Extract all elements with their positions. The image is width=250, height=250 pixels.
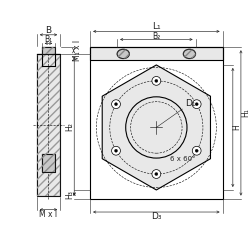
- Circle shape: [192, 100, 201, 108]
- Polygon shape: [42, 47, 55, 54]
- Ellipse shape: [117, 49, 130, 58]
- Text: H₁: H₁: [241, 109, 250, 118]
- Text: B₁: B₁: [44, 36, 52, 44]
- Polygon shape: [42, 154, 55, 172]
- Text: H: H: [232, 124, 241, 130]
- Text: L₁: L₁: [152, 22, 161, 32]
- Circle shape: [112, 146, 120, 155]
- Text: 6 x 60°: 6 x 60°: [170, 156, 196, 162]
- Polygon shape: [37, 54, 60, 196]
- Text: H₃: H₃: [65, 190, 74, 199]
- Ellipse shape: [183, 49, 196, 58]
- Text: H₂: H₂: [65, 122, 74, 131]
- Polygon shape: [102, 65, 210, 190]
- Circle shape: [195, 149, 198, 152]
- Circle shape: [192, 146, 201, 155]
- Text: M₁ x l: M₁ x l: [73, 40, 82, 61]
- Circle shape: [152, 76, 161, 85]
- Text: M x l: M x l: [40, 210, 58, 219]
- Circle shape: [112, 100, 120, 108]
- Circle shape: [114, 102, 117, 106]
- Polygon shape: [90, 47, 222, 60]
- Circle shape: [114, 149, 117, 152]
- Circle shape: [155, 172, 158, 176]
- Text: D₁: D₁: [185, 98, 196, 108]
- Text: B: B: [46, 26, 52, 35]
- Circle shape: [152, 170, 161, 178]
- Text: D₃: D₃: [151, 212, 162, 222]
- Text: B₂: B₂: [152, 32, 160, 41]
- Circle shape: [155, 79, 158, 82]
- Circle shape: [195, 102, 198, 106]
